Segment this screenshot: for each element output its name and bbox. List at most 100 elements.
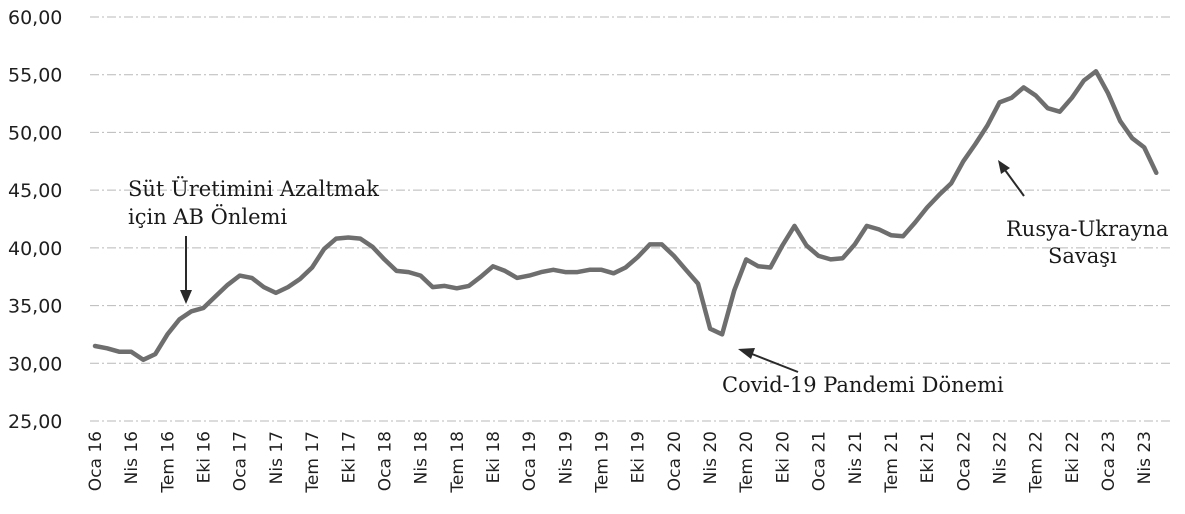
data-point <box>346 235 350 240</box>
annotation-eu-arrowhead <box>180 290 192 304</box>
x-tick-label: Nis 23 <box>1135 431 1155 484</box>
data-point <box>334 237 338 241</box>
annotation-covid: Covid-19 Pandemi Dönemi <box>722 373 1004 397</box>
data-point <box>226 283 230 287</box>
data-point <box>1154 171 1158 175</box>
data-point <box>419 274 423 278</box>
x-tick-label: Tem 21 <box>882 431 902 494</box>
data-point <box>262 285 266 289</box>
x-tick-label: Eki 18 <box>484 431 504 483</box>
annotation-war-arrowhead <box>998 160 1010 174</box>
x-tick-label: Oca 17 <box>231 431 251 491</box>
data-point <box>165 332 169 336</box>
x-tick-label: Tem 22 <box>1027 431 1047 494</box>
y-tick-label: 55,00 <box>8 65 62 87</box>
data-point <box>1022 85 1026 89</box>
data-point <box>1082 78 1086 83</box>
data-point <box>997 100 1002 104</box>
data-point <box>1130 136 1134 140</box>
data-point <box>901 234 905 238</box>
data-point <box>141 358 145 362</box>
x-tick-label: Nis 21 <box>846 431 866 484</box>
data-point <box>1142 145 1146 149</box>
y-tick-label: 35,00 <box>8 296 62 318</box>
x-axis-ticks: Oca 16 Nis 16 Tem 16 Eki 16 Oca 17 Nis 17 Tem … <box>86 431 1155 494</box>
x-tick-label: Eki 21 <box>918 431 938 483</box>
data-point <box>479 275 483 279</box>
annotation-eu-line-2: için AB Önlemi <box>128 204 287 229</box>
x-tick-label: Tem 18 <box>448 431 468 494</box>
y-tick-label: 30,00 <box>8 353 62 375</box>
x-tick-label: Tem 20 <box>737 431 757 494</box>
data-point <box>563 270 567 274</box>
data-point <box>431 285 435 289</box>
annotation-eu-measure: Süt Üretimini Azaltmak için AB Önlemi <box>128 176 386 229</box>
data-point <box>708 327 712 331</box>
annotation-war-line-2: Savaşı <box>1048 244 1117 268</box>
data-point <box>913 220 917 225</box>
data-point <box>503 269 507 273</box>
annotation-eu-line-1: Süt Üretimini Azaltmak <box>128 176 379 201</box>
data-point <box>961 159 965 163</box>
x-tick-label: Nis 20 <box>701 431 721 484</box>
data-point <box>648 242 652 246</box>
data-point <box>937 193 941 197</box>
data-point <box>322 247 326 251</box>
gridlines <box>90 16 1172 422</box>
x-tick-label: Nis 18 <box>412 431 432 484</box>
data-point <box>599 268 604 272</box>
data-point <box>1010 96 1014 100</box>
data-point <box>105 346 109 350</box>
annotation-war: Rusya-Ukrayna Savaşı <box>1006 217 1175 268</box>
data-point <box>949 181 953 185</box>
data-point <box>370 245 374 249</box>
data-point <box>310 265 314 270</box>
data-point <box>877 227 881 231</box>
data-point <box>780 243 785 248</box>
data-point <box>201 306 206 310</box>
data-point <box>973 142 978 146</box>
data-point <box>515 276 519 280</box>
data-point <box>624 265 628 270</box>
series-points <box>93 69 1158 362</box>
data-point <box>817 254 821 258</box>
y-tick-label: 45,00 <box>8 180 62 202</box>
data-point <box>274 291 278 295</box>
data-point <box>587 268 592 272</box>
x-tick-label: Nis 16 <box>122 431 142 484</box>
data-point <box>539 270 543 274</box>
y-tick-label: 40,00 <box>8 238 62 260</box>
x-tick-label: Oca 20 <box>665 431 685 491</box>
data-point <box>744 257 748 261</box>
data-point <box>985 123 990 128</box>
data-point <box>214 294 218 298</box>
data-point <box>358 237 362 241</box>
data-point <box>756 264 760 268</box>
data-point <box>841 256 845 260</box>
data-point <box>636 255 640 259</box>
x-tick-label: Oca 22 <box>954 431 974 491</box>
data-point <box>889 233 893 237</box>
data-point <box>768 265 773 270</box>
x-tick-label: Eki 20 <box>773 431 793 483</box>
data-point <box>238 274 242 278</box>
data-point <box>551 268 555 272</box>
data-point <box>1046 106 1050 110</box>
annotation-war-line-1: Rusya-Ukrayna <box>1006 217 1168 241</box>
data-point <box>117 350 121 354</box>
x-tick-label: Eki 17 <box>339 431 359 483</box>
data-point <box>455 286 459 290</box>
data-point <box>1106 91 1110 95</box>
data-point <box>612 271 616 275</box>
data-point <box>467 284 471 288</box>
data-point <box>527 274 531 278</box>
x-tick-label: Tem 19 <box>593 431 613 494</box>
data-point <box>250 276 254 280</box>
x-tick-label: Nis 19 <box>556 431 576 484</box>
data-point <box>1118 119 1122 123</box>
annotation-covid-arrow <box>751 353 799 373</box>
annotation-covid-line-1: Covid-19 Pandemi Dönemi <box>722 373 1004 397</box>
x-tick-label: Nis 17 <box>267 431 287 484</box>
data-point <box>93 344 97 348</box>
data-point <box>177 317 181 321</box>
